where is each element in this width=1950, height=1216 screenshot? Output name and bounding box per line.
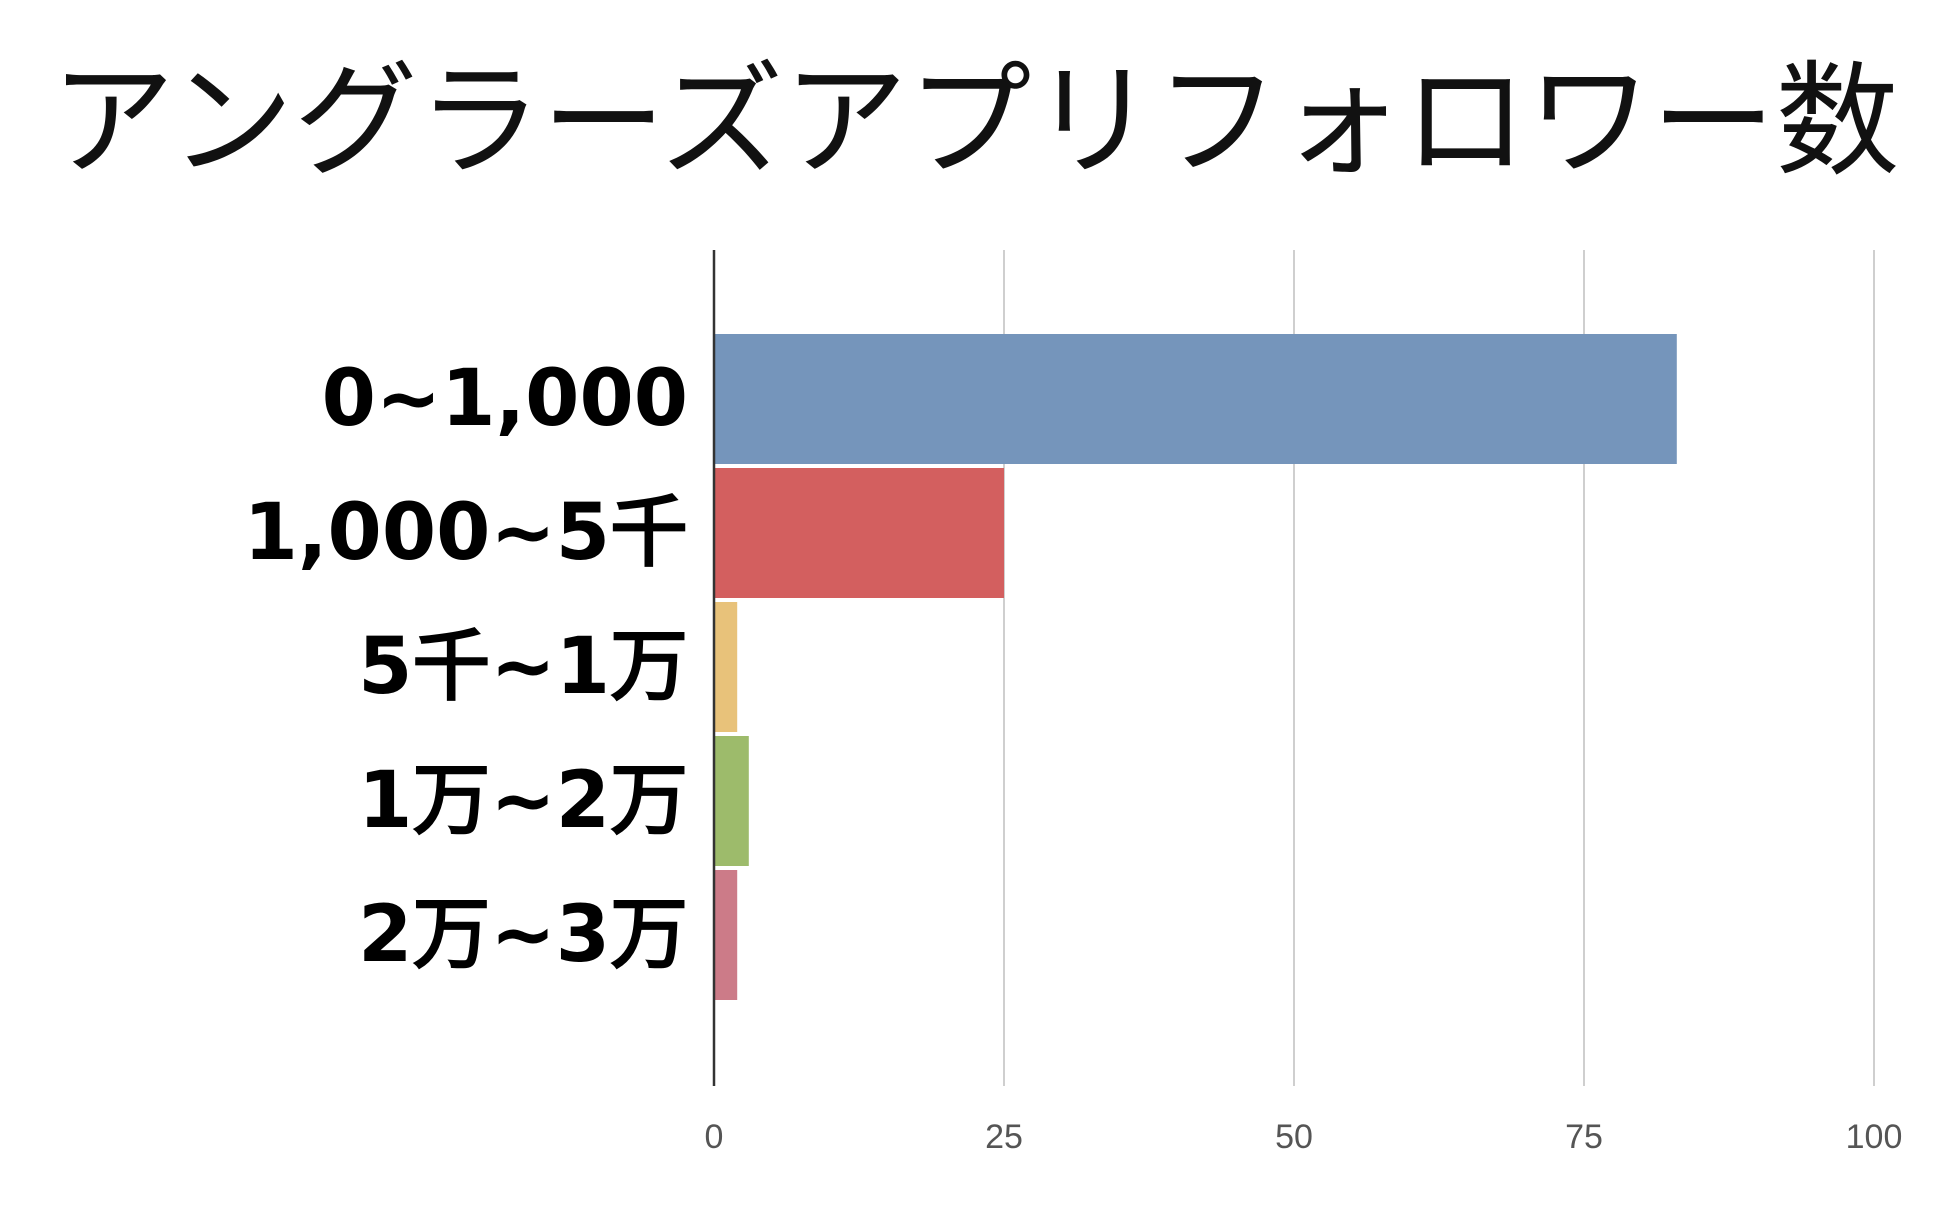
bar: [714, 468, 1004, 598]
category-label: 2万~3万: [358, 890, 688, 980]
x-tick-labels: 0 25 50 75 100: [705, 1118, 1903, 1156]
chart-title: アングラーズアプリフォロワー数: [50, 50, 1900, 194]
category-label: 5千~1万: [358, 622, 688, 712]
category-label: 1,000~5千: [244, 488, 688, 578]
bar: [714, 736, 749, 866]
bar: [714, 870, 738, 1000]
x-tick-label: 25: [985, 1118, 1023, 1156]
bar: [714, 334, 1677, 464]
category-label: 1万~2万: [358, 756, 688, 846]
x-tick-label: 0: [705, 1118, 724, 1156]
category-label: 0~1,000: [322, 354, 688, 444]
bars: [714, 334, 1677, 1000]
category-labels: 0~1,000 1,000~5千 5千~1万 1万~2万 2万~3万: [244, 354, 688, 980]
x-tick-label: 75: [1565, 1118, 1603, 1156]
bar: [714, 602, 738, 732]
x-tick-label: 100: [1846, 1118, 1903, 1156]
x-tick-label: 50: [1275, 1118, 1313, 1156]
